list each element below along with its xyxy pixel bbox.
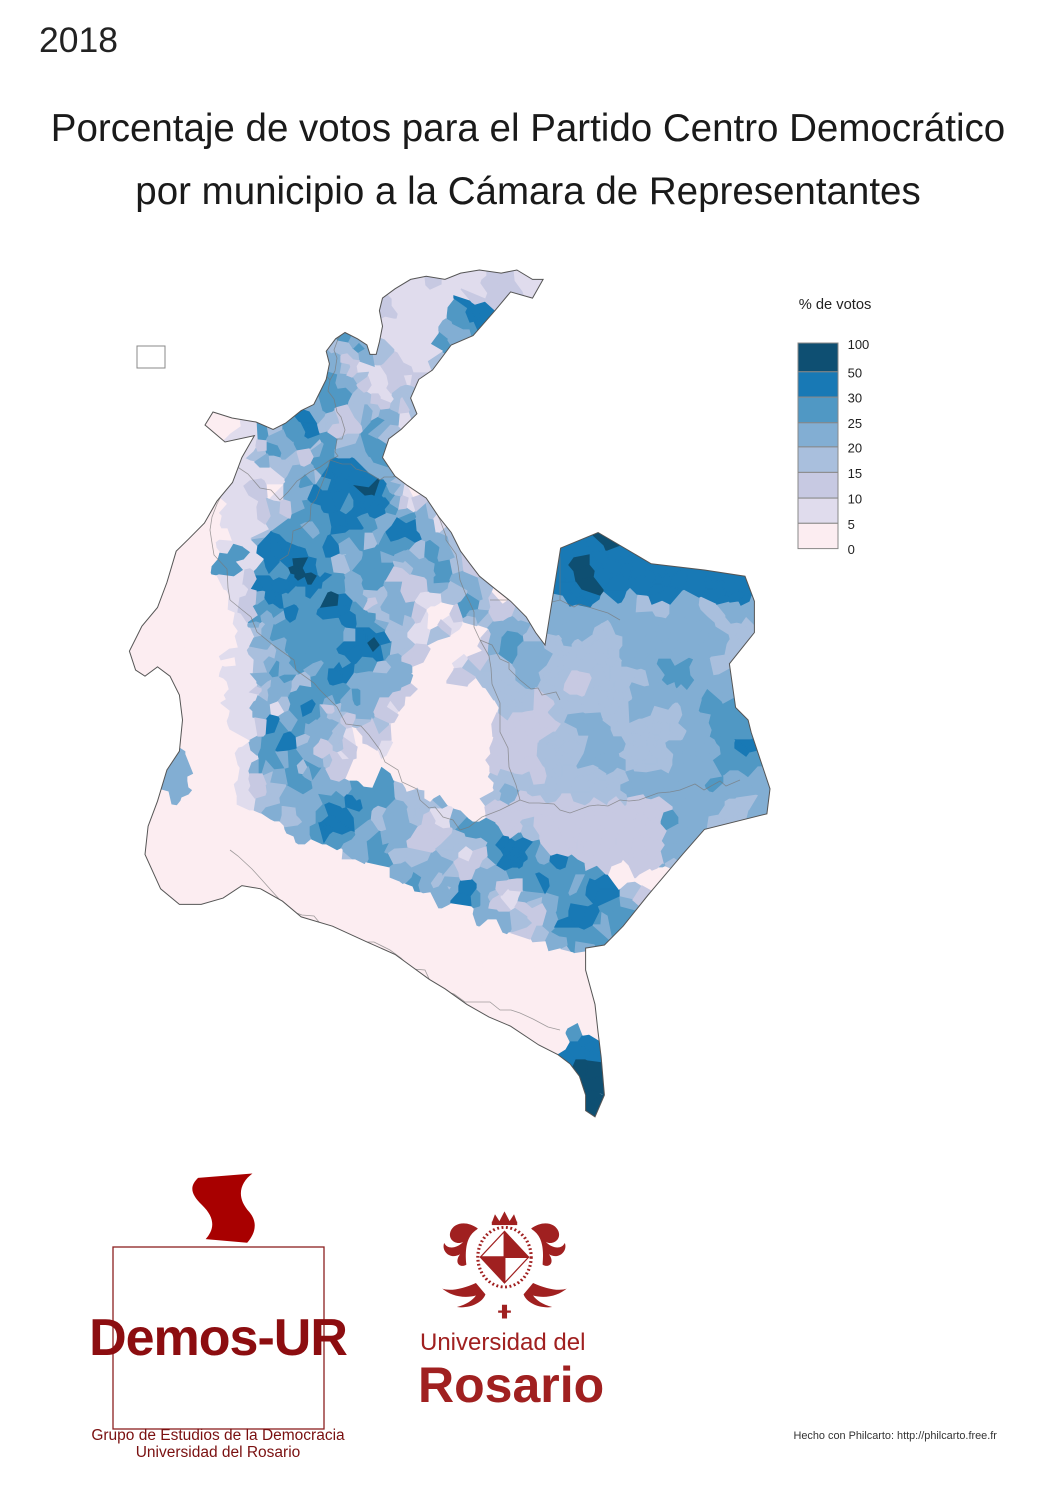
svg-text:Rosario: Rosario (418, 1357, 604, 1413)
svg-text:Universidad del Rosario: Universidad del Rosario (136, 1444, 301, 1461)
svg-text:Demos-UR: Demos-UR (89, 1309, 347, 1367)
svg-text:Universidad del: Universidad del (420, 1329, 585, 1356)
svg-text:Grupo de Estudios de la Democr: Grupo de Estudios de la Democracia (91, 1427, 345, 1444)
